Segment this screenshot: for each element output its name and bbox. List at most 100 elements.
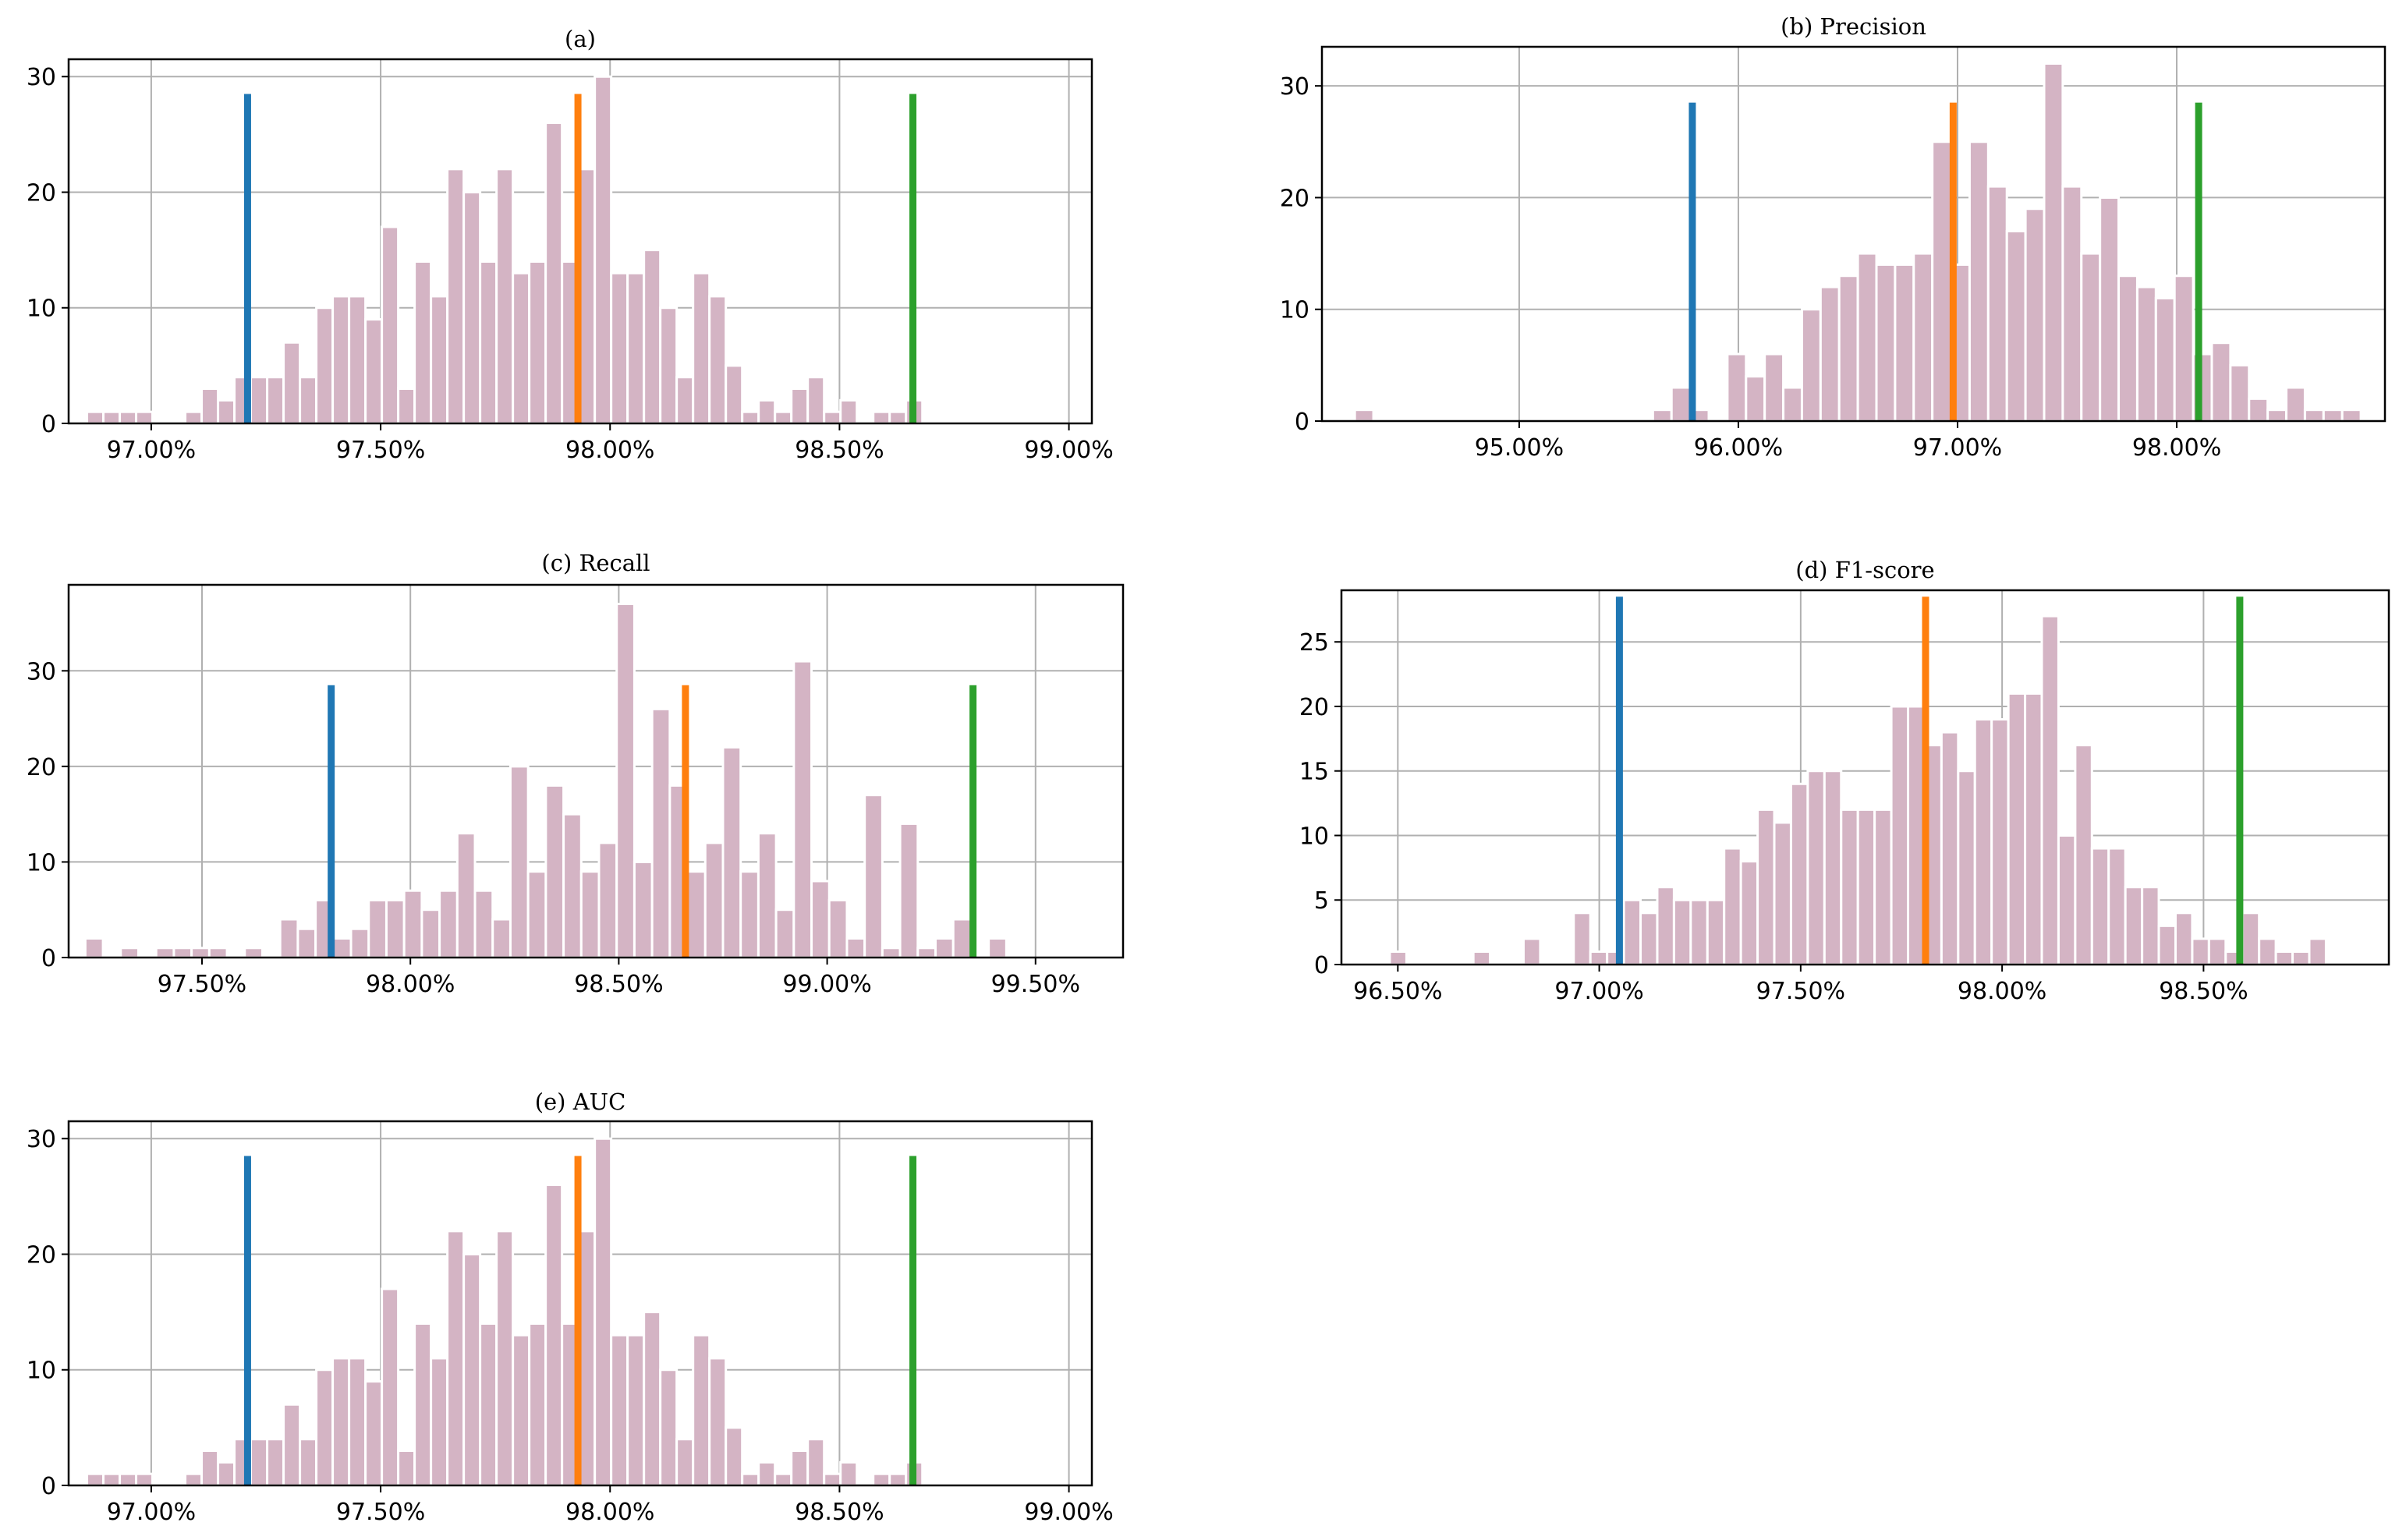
histogram-bar <box>1856 252 1878 423</box>
y-tick-label: 15 <box>1299 759 1329 786</box>
chart-title: (e) AUC <box>535 1089 626 1115</box>
histogram-bar <box>364 1380 384 1487</box>
histogram-bar <box>2107 847 2127 966</box>
y-tick-label: 10 <box>1280 297 1309 324</box>
histogram-bar <box>1723 847 1742 966</box>
histogram-bar <box>1745 375 1766 423</box>
histogram-bar <box>790 388 810 425</box>
histogram-bar <box>1656 886 1675 966</box>
y-tick-label: 30 <box>27 64 56 91</box>
histogram-bar <box>2174 912 2194 966</box>
histogram-bar <box>190 947 211 959</box>
histogram-bar <box>250 1438 269 1487</box>
histogram-bar <box>526 870 547 959</box>
histogram-bar <box>217 1460 236 1487</box>
x-tick-label: 99.50% <box>991 971 1080 998</box>
histogram-bar <box>512 271 531 425</box>
histogram-bar <box>1726 352 1748 423</box>
histogram-bar <box>1823 770 1843 966</box>
histogram-bar <box>135 1472 154 1487</box>
x-tick-label: 95.00% <box>1475 434 1564 462</box>
histogram-bar <box>299 376 318 425</box>
x-tick-label: 99.00% <box>1024 1499 1113 1526</box>
histogram-bar <box>774 410 793 425</box>
histogram-bar <box>119 1472 138 1487</box>
y-tick-label: 10 <box>1299 823 1329 850</box>
histogram-bar <box>266 376 285 425</box>
x-tick-label: 98.00% <box>565 437 654 464</box>
histogram-bar <box>898 822 920 959</box>
histogram-bar <box>544 1184 564 1487</box>
histogram-bar <box>102 410 122 425</box>
x-tick-label: 98.50% <box>2159 978 2248 1005</box>
histogram-bar <box>528 1322 547 1487</box>
y-tick-label: 20 <box>27 1241 56 1269</box>
histogram-bar <box>1572 912 1592 966</box>
histogram-bar <box>430 295 449 425</box>
histogram-bar <box>739 870 760 959</box>
histogram-bar <box>615 603 636 959</box>
histogram-bar <box>2157 924 2177 966</box>
histogram-bar <box>725 1426 744 1487</box>
histogram-bar <box>741 1472 760 1487</box>
histogram-bar <box>495 168 515 425</box>
histogram-bar <box>2135 285 2157 423</box>
histogram-bar <box>650 707 671 959</box>
histogram-bar <box>708 1357 728 1487</box>
histogram-bar <box>119 947 140 959</box>
histogram-bar <box>446 1230 466 1487</box>
histogram-bar <box>446 168 466 425</box>
histogram-bar <box>610 1333 629 1487</box>
histogram-bar <box>1472 950 1492 966</box>
x-tick-label: 97.50% <box>1756 978 1845 1005</box>
histogram-bar <box>200 388 220 425</box>
histogram-bar <box>1990 718 2010 966</box>
histogram-bar <box>1522 937 1542 966</box>
histogram-bar <box>1789 782 1809 966</box>
x-tick-label: 98.00% <box>565 1499 654 1526</box>
histogram-bar <box>594 1137 613 1487</box>
histogram-bar <box>299 1438 318 1487</box>
histogram-bar <box>1353 409 1375 423</box>
histogram-bar <box>1689 898 1709 966</box>
histogram-bar <box>119 410 138 425</box>
x-tick-label: 97.50% <box>336 1499 425 1526</box>
histogram-bar <box>473 889 494 959</box>
histogram-bar <box>86 410 105 425</box>
y-tick-label: 10 <box>27 1358 56 1385</box>
histogram-bar <box>839 1460 859 1487</box>
histogram-bar <box>438 889 459 959</box>
y-tick-label: 0 <box>41 1473 56 1500</box>
histogram-bar <box>1773 821 1792 966</box>
histogram-bar <box>1756 808 1776 966</box>
histogram-bar <box>1388 950 1408 966</box>
histogram-bar <box>1806 770 1826 966</box>
axes-frame <box>1340 589 2390 966</box>
histogram-bar <box>2005 229 2027 423</box>
histogram-bar <box>331 936 353 959</box>
histogram-bar <box>643 249 662 425</box>
histogram-bar <box>2043 62 2064 423</box>
histogram-bar <box>2303 409 2325 423</box>
x-tick-label: 98.00% <box>2132 434 2221 462</box>
histogram-bar <box>367 898 388 959</box>
histogram-bar <box>659 1368 679 1487</box>
histogram-bar <box>250 376 269 425</box>
histogram-bar <box>1840 808 1859 966</box>
histogram-bar <box>2024 692 2043 966</box>
histogram-bar <box>675 376 695 425</box>
histogram-bar <box>512 1333 531 1487</box>
y-tick-label: 20 <box>27 179 56 207</box>
histogram-bar <box>397 388 416 425</box>
x-tick-label: 97.00% <box>1913 434 2002 462</box>
histogram-bar <box>562 812 583 959</box>
histogram-bar <box>2124 886 2144 966</box>
histogram-bar <box>2340 409 2362 423</box>
histogram-bar <box>1894 263 1915 423</box>
histogram-bar <box>508 765 530 959</box>
y-tick-label: 30 <box>27 658 56 685</box>
histogram-bar <box>1639 912 1659 966</box>
histogram-bar <box>2241 912 2261 966</box>
histogram-bar <box>296 927 317 959</box>
histogram-bar <box>1782 386 1803 423</box>
